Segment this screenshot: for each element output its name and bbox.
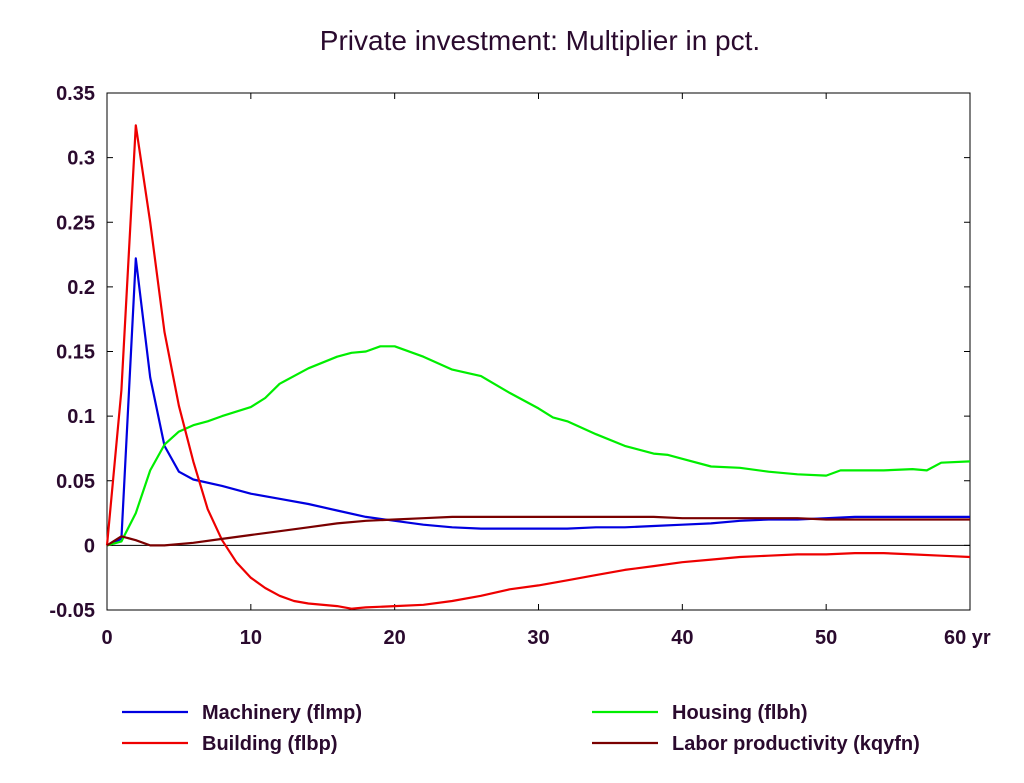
x-tick-label: 60 yr: [944, 627, 991, 649]
chart-title: Private investment: Multiplier in pct.: [320, 25, 760, 56]
legend-label: Machinery (flmp): [202, 702, 362, 724]
legend-label: Labor productivity (kqyfn): [672, 733, 920, 755]
x-tick-label: 0: [101, 627, 112, 649]
legend-label: Building (flbp): [202, 733, 338, 755]
y-tick-label: 0: [84, 535, 95, 557]
plot-frame: [106, 92, 971, 611]
y-tick-label: 0.1: [67, 406, 95, 428]
y-tick-label: -0.05: [49, 600, 95, 622]
x-tick-label: 10: [240, 627, 262, 649]
legend-label: Housing (flbh): [672, 702, 808, 724]
x-tick-label: 40: [671, 627, 693, 649]
y-tick-label: 0.15: [56, 342, 95, 364]
x-tick-label: 20: [384, 627, 406, 649]
series-line-3: [105, 124, 971, 610]
plot-area: -0.05 0 0.05 0.1 0.15 0.2 0.25 0.3 0.35 0 10 20 30 40…: [49, 83, 991, 649]
y-tick-label: 0.05: [56, 471, 95, 493]
y-tick-label: 0.35: [56, 83, 95, 105]
y-tick-label: 0.25: [56, 212, 95, 234]
series-line-2: [106, 345, 971, 547]
y-tick-label: 0.2: [67, 277, 95, 299]
x-tick-label: 30: [527, 627, 549, 649]
x-tick-label: 50: [815, 627, 837, 649]
series-line-1: [106, 257, 970, 547]
legend: Machinery (flmp) Building (flbp) Housing (…: [122, 702, 920, 755]
y-tick-label: 0.3: [67, 148, 95, 170]
series-line-4: [106, 515, 970, 547]
